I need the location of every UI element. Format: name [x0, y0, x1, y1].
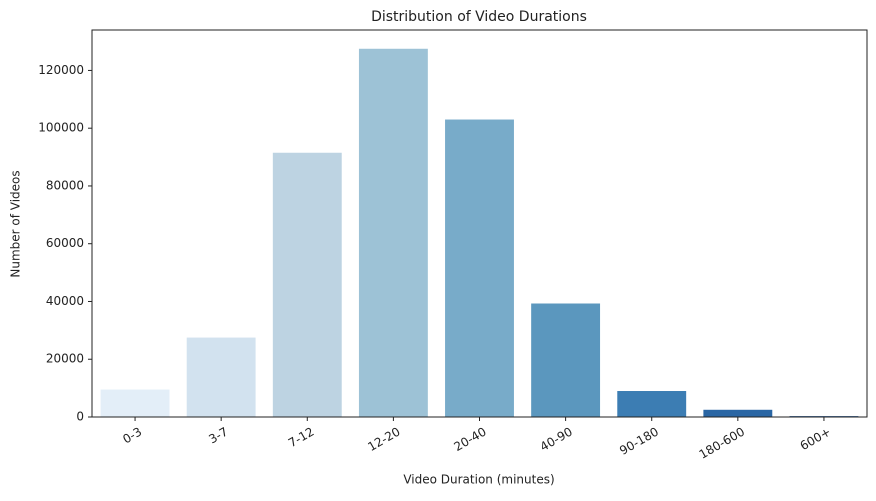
x-tick-label: 20-40: [452, 425, 489, 455]
x-tick-label: 180-600: [697, 425, 747, 462]
x-tick-label: 0-3: [120, 425, 144, 447]
y-tick-label: 80000: [46, 178, 84, 192]
x-tick-label: 40-90: [538, 425, 575, 455]
bar: [358, 48, 428, 417]
x-tick-label: 12-20: [365, 425, 402, 455]
y-tick-label: 20000: [46, 352, 84, 366]
y-tick-label: 0: [76, 410, 84, 424]
y-tick-label: 100000: [38, 121, 84, 135]
x-tick-label: 90-180: [617, 425, 661, 458]
y-axis-label: Number of Videos: [9, 170, 23, 277]
chart-title: Distribution of Video Durations: [371, 9, 587, 25]
y-tick-label: 40000: [46, 294, 84, 308]
y-tick-label: 60000: [46, 236, 84, 250]
bar: [703, 409, 773, 417]
bar: [617, 391, 687, 417]
bar: [445, 119, 514, 418]
x-axis-label: Video Duration (minutes): [403, 473, 554, 487]
bar: [272, 152, 342, 417]
y-tick-label: 120000: [38, 63, 84, 77]
x-tick-label: 600+: [798, 425, 834, 454]
x-tick-label: 3-7: [206, 425, 230, 447]
x-tick-label: 7-12: [286, 425, 317, 451]
bar: [186, 337, 256, 417]
plot-frame: [91, 29, 868, 418]
bar: [100, 389, 170, 417]
bar: [531, 303, 601, 417]
